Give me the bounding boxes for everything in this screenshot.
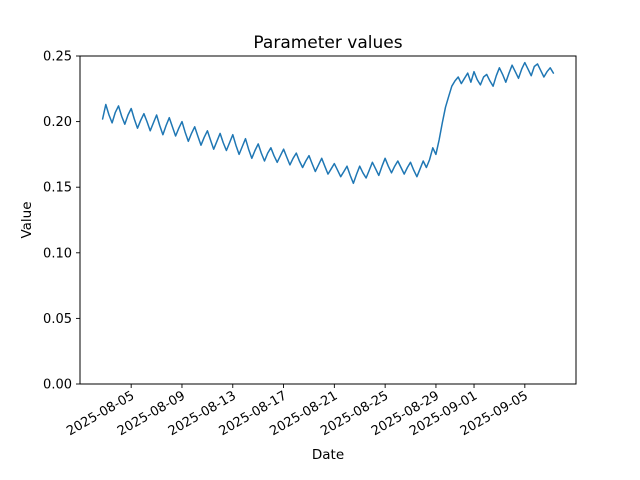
y-tick-label: 0.25 (43, 50, 72, 65)
chart-title: Parameter values (253, 33, 403, 53)
y-tick-label: 0.20 (43, 115, 72, 130)
axes-frame (79, 55, 577, 385)
y-tick-label: 0.10 (43, 246, 72, 261)
y-tick-label: 0.05 (43, 312, 72, 327)
y-tick-label: 0.00 (43, 378, 72, 393)
x-axis-label: Date (311, 447, 345, 463)
y-tick-label: 0.15 (43, 181, 72, 196)
data-line (101, 61, 555, 185)
